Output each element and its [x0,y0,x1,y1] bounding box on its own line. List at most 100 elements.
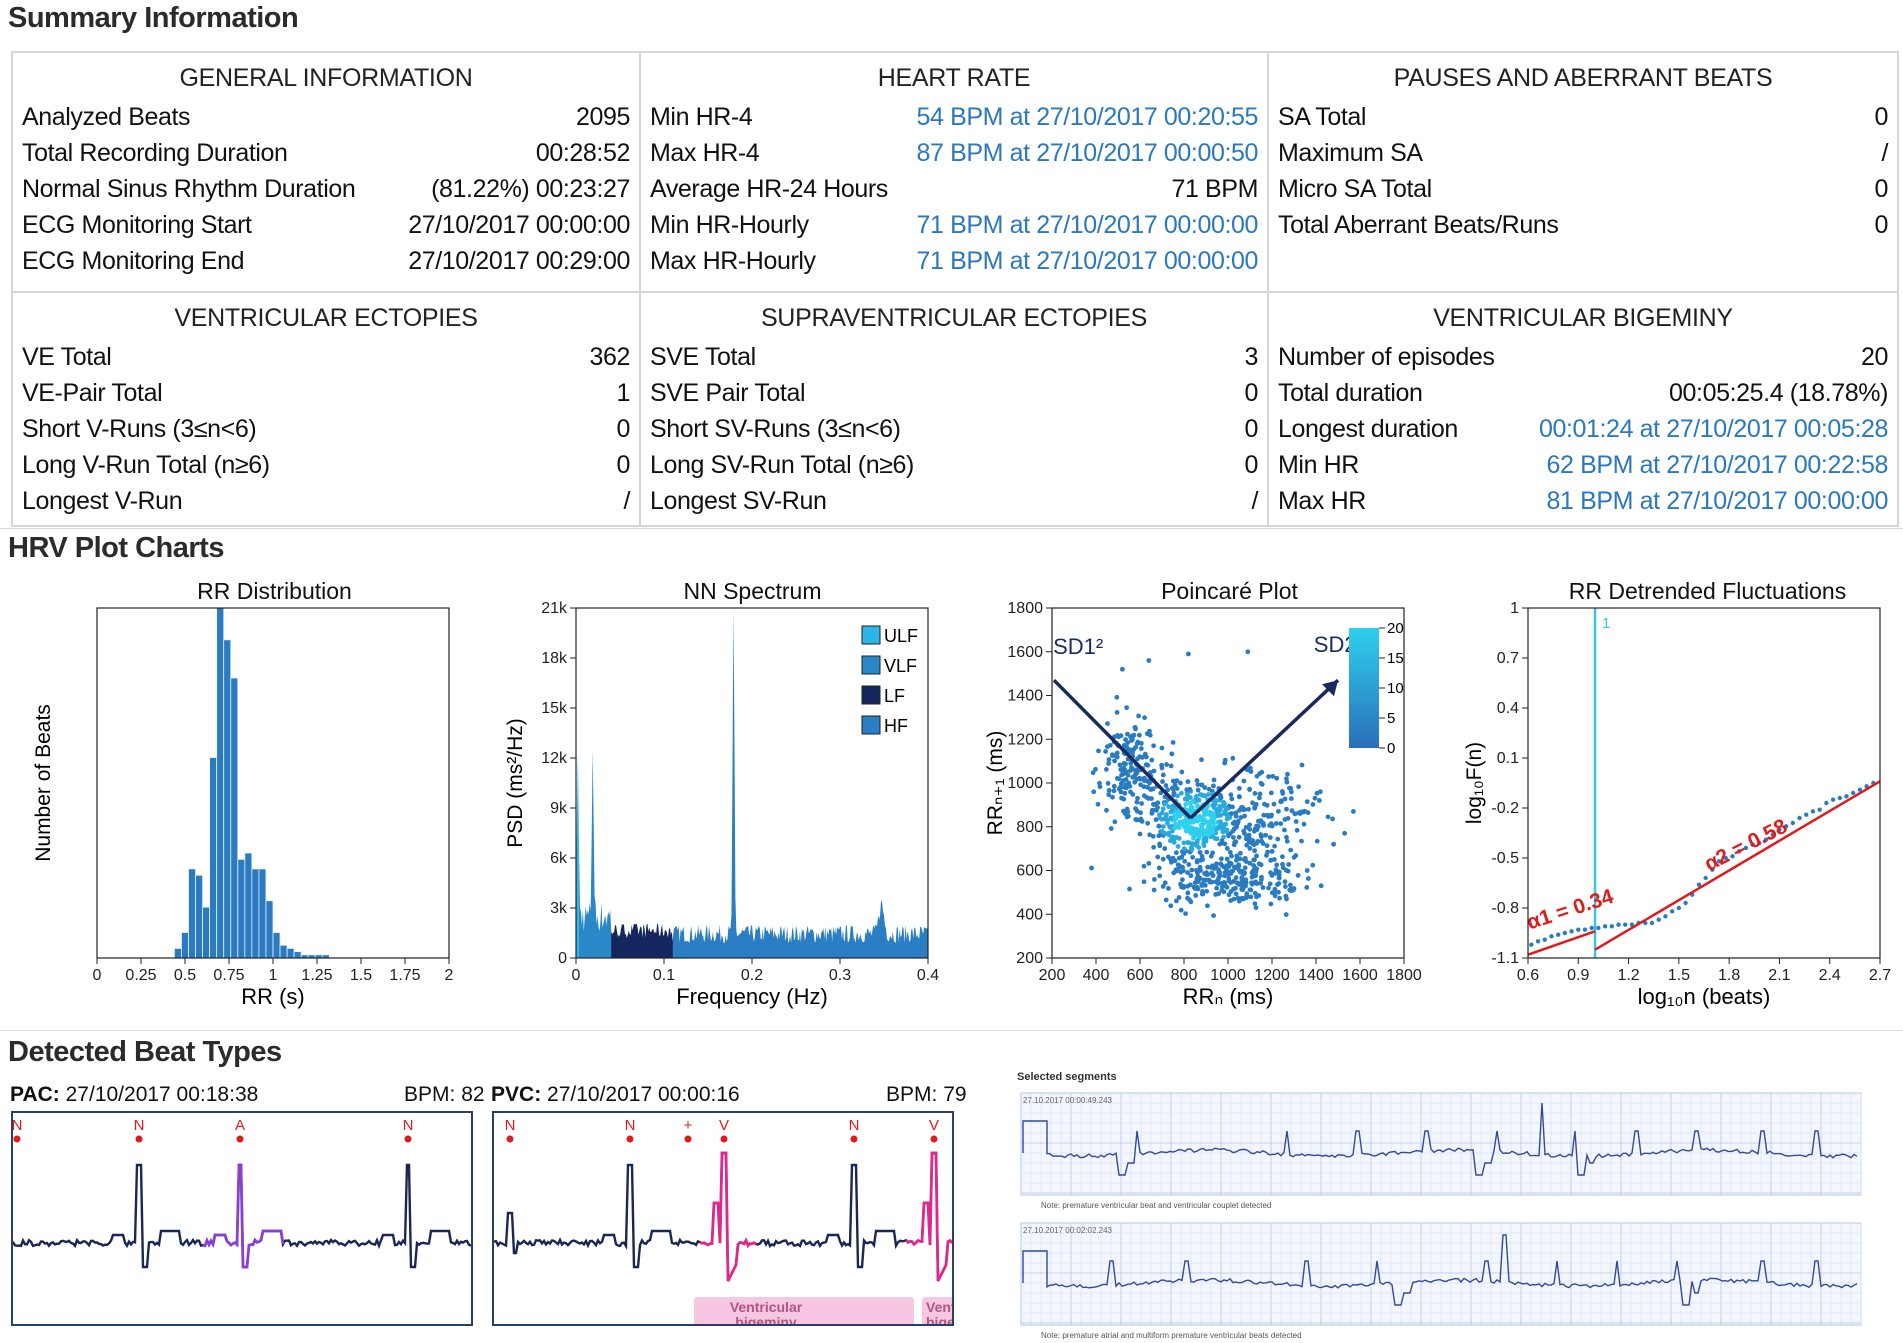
row-label: Maximum SA [1278,139,1423,167]
rr-x-tick-label: 0.75 [213,967,244,984]
poincare-point [1230,804,1235,810]
dfa-point [1663,914,1668,919]
row-value-link[interactable]: 71 BPM at 27/10/2017 00:00:00 [916,247,1259,275]
poincare-point [1233,875,1239,881]
poincare-point [1128,789,1133,795]
row-value-link[interactable]: 71 BPM at 27/10/2017 00:00:00 [916,211,1259,239]
poincare-point [1317,798,1322,803]
poincare-point [1273,821,1279,826]
bigeminy-region [694,1297,914,1324]
poincare-point [1305,810,1311,816]
poincare-point [1142,751,1148,757]
poincare-point [1268,857,1274,863]
row-value-link[interactable]: 62 BPM at 27/10/2017 00:22:58 [1546,451,1889,479]
pc-y-tick-label: 600 [1016,863,1043,880]
poincare-point [1253,905,1259,911]
general-information-panel: GENERAL INFORMATION Analyzed Beats 2095 Tot… [11,51,641,293]
poincare-point [1183,801,1189,807]
row-label: Short V-Runs (3≤n<6) [22,415,257,443]
poincare-point [1129,765,1134,771]
rr-bar [230,677,239,959]
poincare-point [1252,901,1258,907]
poincare-point [1299,838,1304,844]
row-label: SVE Total [650,343,756,371]
poincare-point [1218,812,1223,818]
poincare-point [1204,872,1210,877]
beat-marker-dot [236,1135,244,1143]
nn-ylabel: PSD (ms²/Hz) [504,718,527,848]
poincare-point [1128,760,1134,766]
poincare-point [1097,784,1103,790]
poincare-point [1110,794,1115,800]
dfa-ylabel: log₁₀F(n) [1463,742,1486,824]
poincare-point [1103,766,1109,772]
poincare-point [1114,694,1120,700]
poincare-point [1247,822,1253,828]
rr-bar [237,858,246,959]
poincare-point [1150,833,1156,839]
poincare-point [1241,871,1247,877]
poincare-point [1265,812,1270,818]
poincare-point [1124,705,1130,711]
beat-marker-dot [720,1135,728,1143]
dfa-point [1743,845,1749,851]
poincare-point [1175,793,1180,799]
nn-xlabel: Frequency (Hz) [676,984,828,1009]
row-value: 3 [1244,343,1258,371]
dfa-y-tick-label: 0.7 [1497,650,1519,667]
poincare-point [1243,877,1249,883]
rr-x-tick-label: 2 [445,967,454,984]
poincare-point [1145,784,1151,790]
summary-row: Longest V-Run / [22,483,630,519]
dfa-point [1703,875,1708,881]
poincare-point [1305,876,1311,881]
row-label: Number of episodes [1278,343,1495,371]
dfa-point [1555,932,1561,937]
hrv-title: HRV Plot Charts [8,532,224,564]
pvc-time: 27/10/2017 00:00:16 [547,1083,740,1106]
row-value: 1 [616,379,630,407]
poincare-point [1276,875,1282,881]
dfa-y-tick-label: -1.1 [1491,950,1519,967]
row-value-link[interactable]: 54 BPM at 27/10/2017 00:20:55 [916,103,1259,131]
dfa-point [1589,925,1594,931]
supraventricular-ectopies-panel: SUPRAVENTRICULAR ECTOPIES SVE Total 3 SVE P… [639,291,1269,527]
poincare-point [1269,812,1274,818]
row-value-link[interactable]: 00:01:24 at 27/10/2017 00:05:28 [1538,415,1888,443]
poincare-point [1096,748,1101,754]
poincare-point [1218,861,1224,867]
row-value-link[interactable]: 81 BPM at 27/10/2017 00:00:00 [1546,487,1889,515]
dfa-y-tick-label: -0.5 [1491,850,1519,867]
summary-row: Normal Sinus Rhythm Duration (81.22%) 00:… [22,171,630,207]
poincare-point [1181,840,1187,846]
poincare-point [1219,838,1225,844]
poincare-point [1127,886,1132,892]
legend-swatch [861,685,881,705]
poincare-point [1157,873,1163,879]
poincare-point [1276,889,1281,895]
poincare-point [1170,828,1175,834]
poincare-point [1244,833,1250,839]
poincare-point [1205,864,1210,870]
poincare-point [1170,786,1176,792]
row-value: 0 [1244,451,1258,479]
poincare-point [1198,826,1204,832]
poincare-point [1310,862,1316,868]
strip-time: 27.10.2017 00:00:49.243 [1023,1096,1113,1105]
poincare-points [1089,649,1356,918]
poincare-point [1275,882,1280,887]
poincare-point [1201,837,1207,842]
row-label: ECG Monitoring End [22,247,245,275]
beats-title: Detected Beat Types [8,1036,282,1068]
poincare-point [1299,762,1305,768]
poincare-point [1163,813,1169,819]
poincare-point [1292,811,1298,817]
poincare-point [1105,721,1110,727]
row-value: 27/10/2017 00:00:00 [408,211,630,239]
poincare-point [1146,860,1152,866]
poincare-point [1160,856,1166,862]
row-value-link[interactable]: 87 BPM at 27/10/2017 00:00:50 [916,139,1259,167]
poincare-point [1138,816,1144,822]
rr-bar [265,900,274,959]
